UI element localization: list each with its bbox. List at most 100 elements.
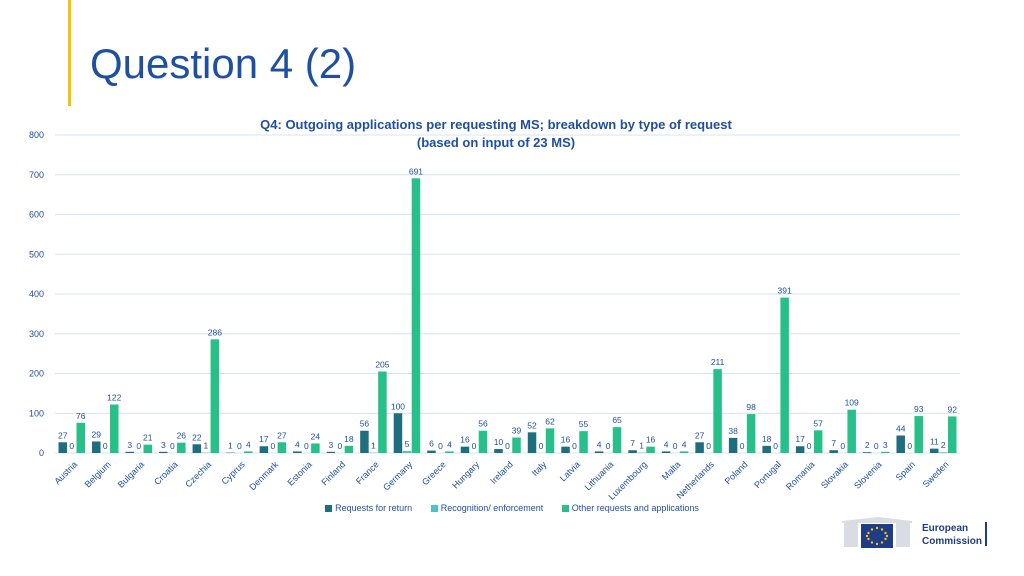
data-label: 205 [375, 360, 389, 370]
data-label: 76 [76, 411, 86, 421]
data-label: 29 [92, 429, 102, 439]
bar [914, 416, 923, 453]
x-tick-label: Greece [420, 459, 448, 487]
data-label: 0 [572, 441, 577, 451]
data-label: 0 [706, 441, 711, 451]
x-tick-label: Malta [660, 459, 683, 482]
bar [311, 443, 320, 453]
data-label: 56 [478, 419, 488, 429]
data-label: 286 [208, 327, 222, 337]
data-label: 0 [237, 441, 242, 451]
data-label: 98 [746, 402, 756, 412]
data-label: 3 [161, 440, 166, 450]
ec-logo-text: European Commission [922, 522, 982, 548]
data-label: 93 [914, 404, 924, 414]
x-tick-label: Poland [723, 459, 750, 486]
data-label: 0 [338, 441, 343, 451]
data-label: 391 [778, 286, 792, 296]
european-commission-logo [842, 517, 912, 548]
data-label: 691 [409, 166, 423, 176]
data-label: 21 [143, 433, 153, 443]
bar [746, 414, 756, 453]
bar [293, 451, 302, 453]
data-label: 26 [177, 431, 187, 441]
data-label: 4 [664, 439, 669, 449]
data-label: 0 [170, 441, 175, 451]
data-label: 2 [865, 440, 870, 450]
bar [947, 416, 957, 453]
data-label: 4 [597, 439, 602, 449]
data-label: 65 [612, 415, 622, 425]
data-label: 0 [271, 441, 276, 451]
bar [192, 444, 202, 453]
bar [646, 446, 655, 453]
data-label: 4 [447, 439, 452, 449]
data-label: 24 [311, 431, 321, 441]
data-label: 18 [344, 434, 354, 444]
x-tick-label: Spain [894, 459, 917, 482]
x-tick-label: Germany [381, 459, 415, 493]
data-label: 0 [69, 441, 74, 451]
data-label: 17 [259, 434, 269, 444]
bar [612, 427, 622, 453]
data-label: 0 [874, 441, 879, 451]
data-label: 0 [773, 441, 778, 451]
bar [579, 431, 588, 453]
ec-logo-divider [985, 522, 987, 546]
data-label: 0 [807, 441, 812, 451]
bar [125, 451, 135, 453]
data-label: 6 [429, 439, 434, 449]
x-tick-label: Finland [319, 459, 347, 487]
data-label: 57 [813, 418, 823, 428]
bar [862, 452, 872, 453]
bar [259, 446, 269, 453]
y-tick-label: 100 [29, 408, 44, 418]
data-label: 1 [228, 441, 233, 451]
bar [143, 444, 153, 453]
data-label: 55 [579, 419, 589, 429]
x-tick-label: Austria [52, 459, 79, 486]
chart-title: Q4: Outgoing applications per requesting… [214, 116, 778, 152]
x-tick-label: Bulgaria [116, 459, 146, 489]
x-tick-label: Denmark [247, 459, 280, 492]
data-label: 0 [539, 441, 544, 451]
data-label: 3 [329, 440, 334, 450]
data-label: 38 [728, 426, 738, 436]
data-label: 27 [277, 430, 287, 440]
bar [880, 451, 890, 453]
legend-label-other: Other requests and applications [571, 503, 699, 513]
legend-swatch-other [561, 504, 569, 512]
data-label: 0 [438, 441, 443, 451]
x-tick-label: Hungary [450, 459, 481, 490]
bar [210, 339, 220, 453]
x-tick-label: Lithuania [583, 459, 616, 492]
bar [829, 450, 838, 453]
x-tick-label: Portugal [752, 459, 783, 490]
data-label: 27 [695, 430, 705, 440]
legend-label-recognition: Recognition/ enforcement [440, 503, 544, 513]
data-label: 27 [58, 430, 68, 440]
bar [76, 422, 86, 453]
bar [594, 451, 604, 453]
data-label: 39 [512, 425, 522, 435]
bar [402, 451, 412, 453]
bar [344, 445, 354, 453]
data-label: 4 [295, 439, 300, 449]
bar [628, 450, 637, 453]
bar [527, 432, 537, 453]
x-tick-label: Slovenia [852, 459, 883, 490]
data-label: 22 [192, 432, 202, 442]
data-label: 0 [304, 441, 309, 451]
bar [679, 451, 689, 453]
bar [728, 437, 738, 453]
bar [445, 451, 454, 453]
y-tick-label: 300 [29, 329, 44, 339]
bar [393, 413, 403, 453]
data-label: 16 [460, 435, 470, 445]
data-label: 0 [136, 441, 141, 451]
data-label: 17 [795, 434, 805, 444]
accent-bar [68, 0, 71, 106]
y-tick-label: 700 [29, 170, 44, 180]
data-label: 3 [883, 440, 888, 450]
x-tick-label: Estonia [285, 459, 313, 487]
